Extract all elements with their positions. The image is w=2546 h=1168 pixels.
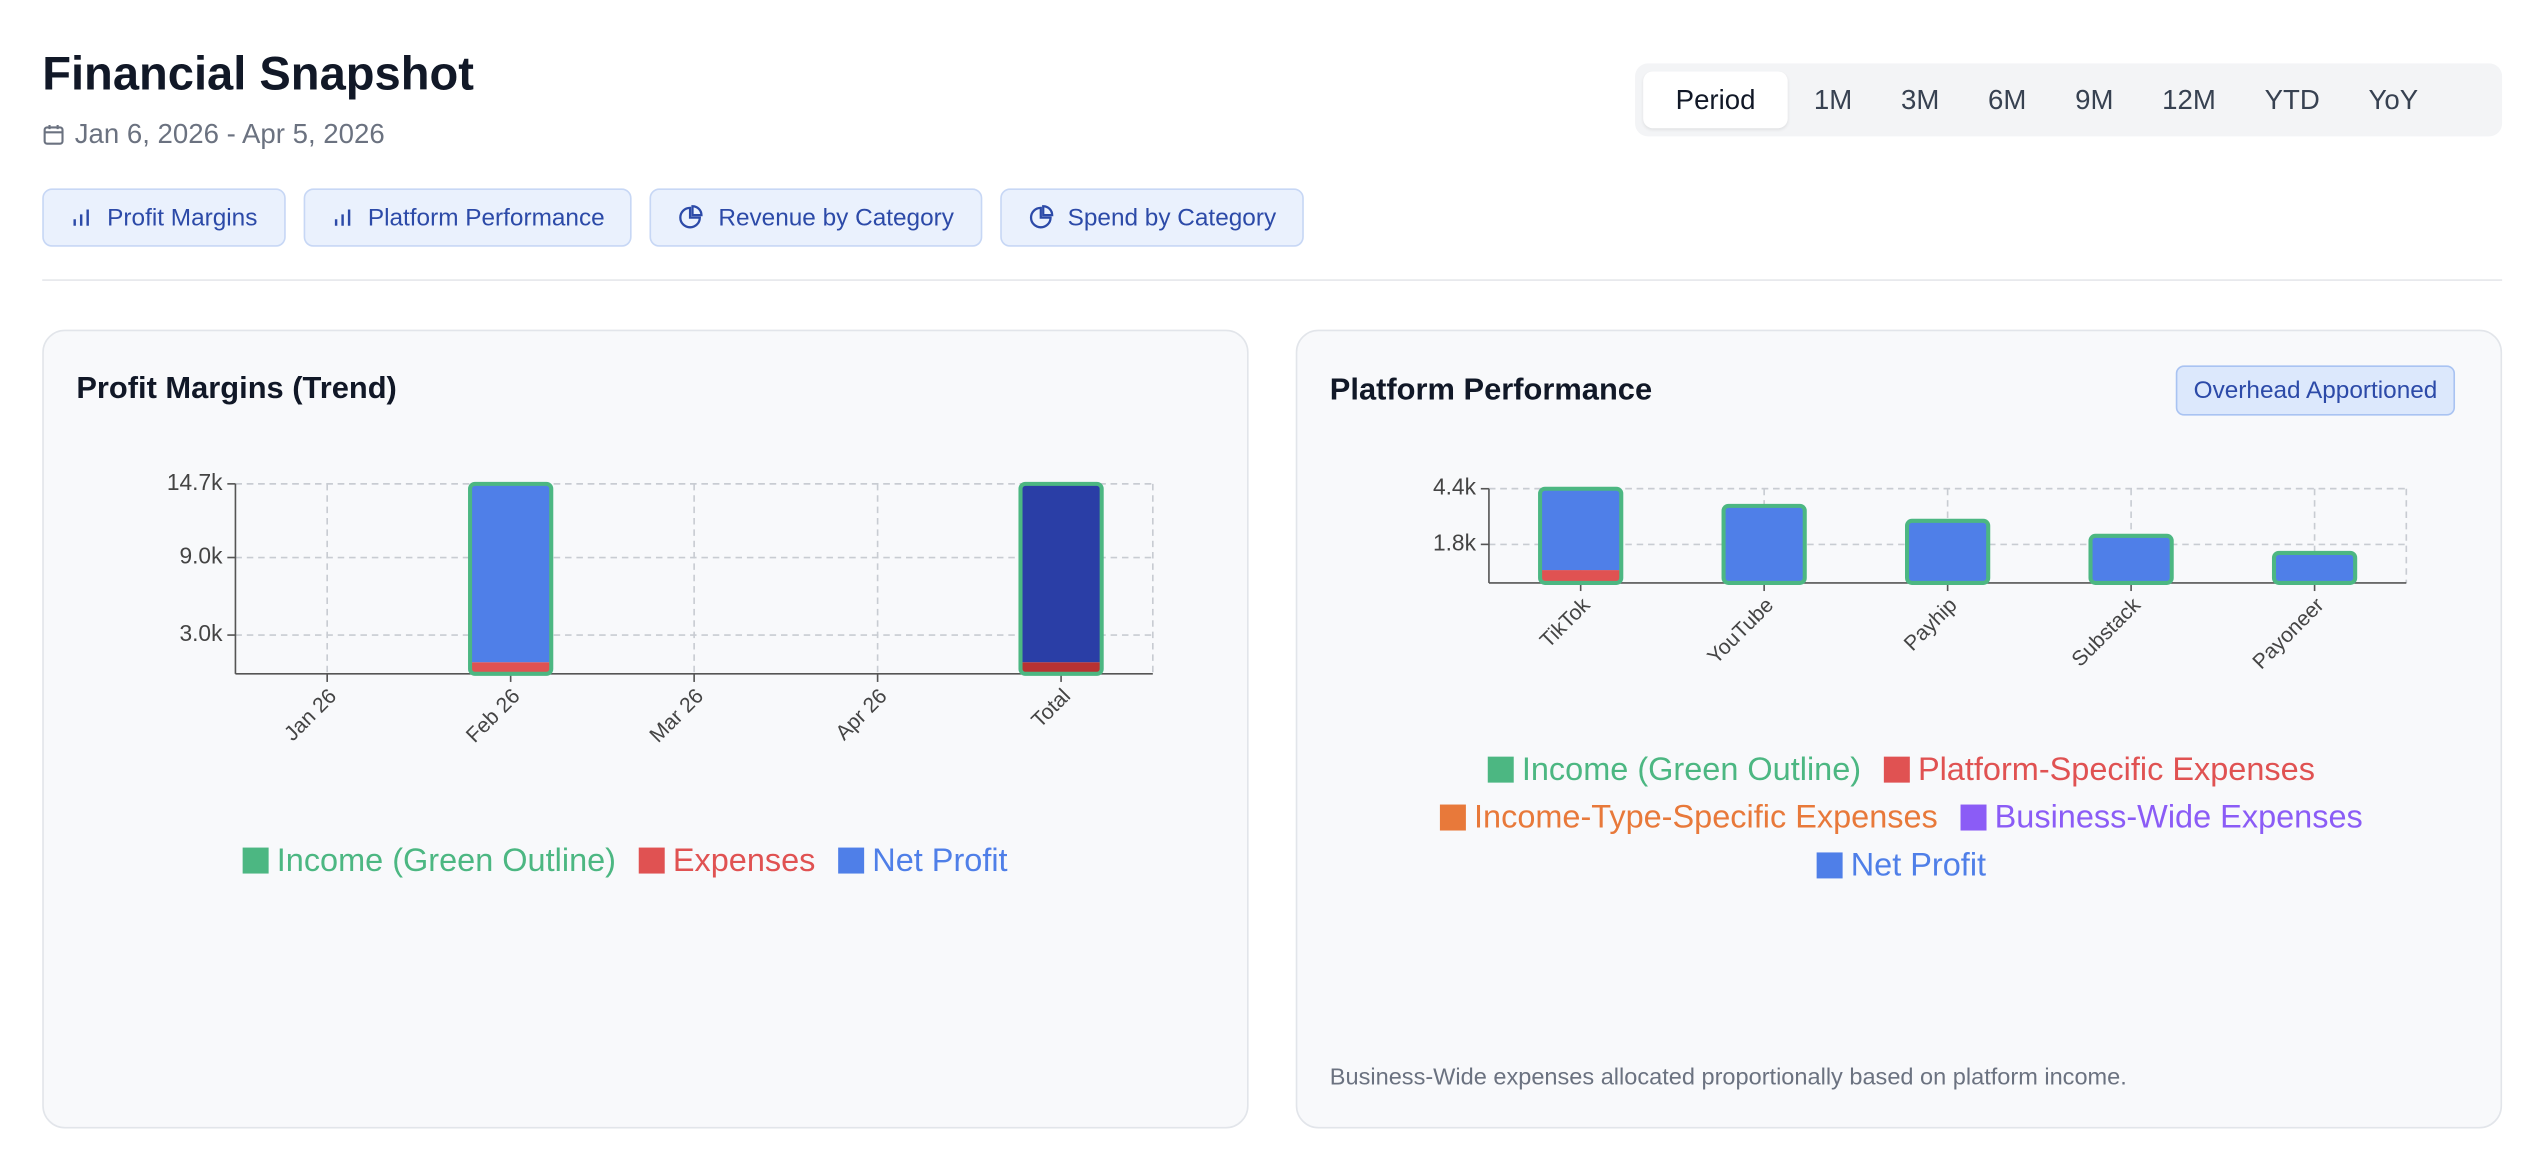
page-title: Financial Snapshot (42, 48, 474, 101)
income-outline (2271, 550, 2358, 585)
button-label: Platform Performance (367, 203, 605, 232)
period-tab[interactable]: YoY (2368, 83, 2419, 115)
card (1295, 329, 2503, 1129)
period-tabs: Period 1M 3M 6M 9M 12M YTD YoY (1635, 63, 2503, 137)
legend-label: Income (Green Outline) (1522, 751, 1861, 787)
legend-swatch (1960, 804, 1987, 831)
income-outline (2088, 533, 2174, 585)
income-outline (1018, 481, 1104, 676)
legend-swatch (1439, 804, 1466, 831)
bar-segment (1723, 505, 1805, 583)
chart-button[interactable]: Platform Performance (302, 188, 633, 247)
y-tick-label: 9.0k (179, 543, 223, 569)
bar-segment (1020, 662, 1102, 674)
x-tick-label: YouTube (1703, 594, 1778, 669)
chart-button[interactable]: Revenue by Category (650, 188, 982, 247)
x-tick-label: Mar 26 (645, 685, 708, 748)
chart-button[interactable]: Spend by Category (999, 188, 1304, 247)
legend-swatch (1883, 756, 1910, 783)
x-tick-label: Jan 26 (280, 685, 341, 746)
legend-swatch (1487, 756, 1514, 783)
x-tick-label: TikTok (1536, 593, 1595, 652)
x-tick-label: Apr 26 (831, 685, 891, 745)
period-tab[interactable]: YTD (2264, 83, 2320, 115)
x-tick-label: Payhip (1900, 594, 1962, 656)
bar-segment (1540, 570, 1622, 583)
card-title: Profit Margins (Trend) (76, 371, 397, 406)
x-tick-label: Total (1027, 685, 1075, 733)
button-label: Revenue by Category (718, 203, 954, 232)
y-tick-label: 14.7k (167, 469, 223, 495)
bar-segment (1540, 488, 1622, 571)
bar-segment (470, 662, 552, 674)
x-tick-label: Substack (2067, 593, 2145, 671)
period-tab[interactable]: 12M (2162, 83, 2216, 115)
card (42, 329, 1249, 1129)
bar-segment (2273, 552, 2356, 583)
period-tab[interactable]: 3M (1900, 83, 1940, 115)
button-label: Profit Margins (107, 203, 258, 232)
legend-label: Income (Green Outline) (277, 842, 616, 878)
income-outline (1538, 486, 1624, 585)
legend-swatch (242, 847, 269, 874)
footnote: Business-Wide expenses allocated proport… (1329, 1065, 2127, 1092)
income-outline (1905, 518, 1991, 585)
y-tick-label: 4.4k (1433, 474, 1477, 500)
icon (1029, 205, 1053, 229)
period-tab[interactable]: Period (1643, 71, 1788, 129)
legend-label: Net Profit (1851, 847, 1986, 883)
period-tab[interactable]: 9M (2075, 83, 2114, 115)
legend-label: Expenses (673, 842, 816, 878)
card-title: Platform Performance (1329, 373, 1653, 408)
chart-buttons: Profit Margins Platform Performance Revenu… (42, 188, 1304, 247)
x-tick-label: Feb 26 (462, 685, 525, 748)
calendar-icon (43, 125, 64, 145)
y-tick-label: 3.0k (179, 620, 223, 646)
date-text: Jan 6, 2026 - Apr 5, 2026 (74, 118, 385, 150)
legend-swatch (638, 847, 665, 874)
bar-segment (2090, 535, 2172, 583)
icon (334, 209, 350, 226)
bar-segment (470, 483, 552, 663)
legend-swatch (1816, 852, 1843, 879)
legend-label: Net Profit (872, 842, 1007, 878)
legend-swatch (838, 847, 865, 874)
bar-segment (1907, 520, 1989, 583)
legend-label: Platform-Specific Expenses (1918, 751, 2315, 787)
legend-label: Business-Wide Expenses (1995, 799, 2363, 835)
period-tab[interactable]: 6M (1988, 83, 2027, 115)
period-tab[interactable]: 1M (1813, 83, 1853, 115)
icon (679, 205, 704, 229)
button-label: Spend by Category (1067, 203, 1277, 232)
x-tick-label: Payoneer (2248, 594, 2328, 674)
divider (42, 279, 2503, 281)
income-outline (1721, 503, 1807, 585)
chart-button[interactable]: Profit Margins (42, 188, 286, 247)
date-range: Jan 6, 2026 - Apr 5, 2026 (42, 118, 385, 151)
income-outline (468, 481, 554, 676)
bar-segment (1020, 483, 1102, 663)
legend-label: Income-Type-Specific Expenses (1474, 799, 1938, 835)
y-tick-label: 1.8k (1433, 529, 1477, 555)
badge: Overhead Apportioned (2175, 365, 2456, 416)
icon (73, 209, 89, 226)
